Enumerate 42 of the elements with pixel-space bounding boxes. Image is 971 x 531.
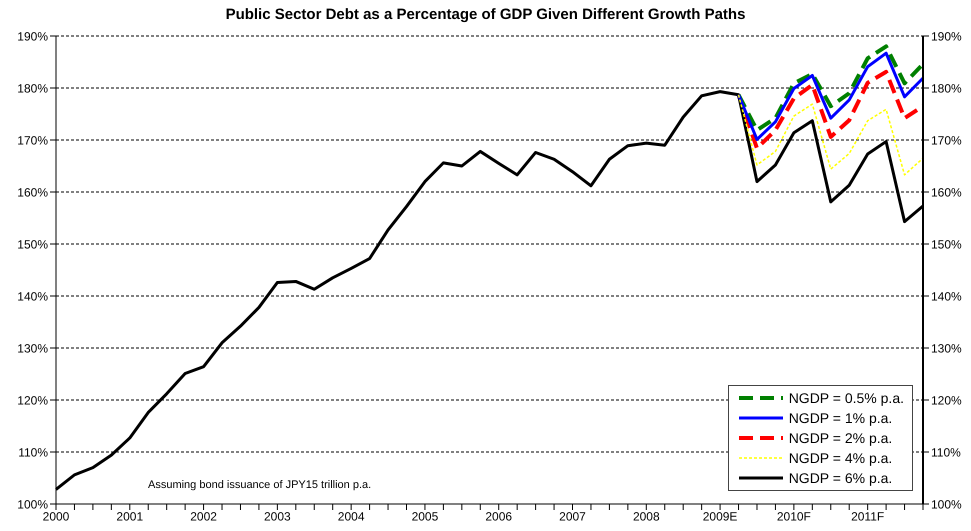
y2-tick-label: 140% <box>931 289 962 304</box>
legend-label: NGDP = 6% p.a. <box>788 469 892 488</box>
x-tick-label: 2001 <box>116 510 144 524</box>
x-tick-label: 2011F <box>851 510 884 524</box>
y2-tick-label: 110% <box>931 445 962 460</box>
y-tick-label: 110% <box>18 445 48 460</box>
y-tick-label: 140% <box>17 289 48 304</box>
x-tick-label: 2008 <box>632 510 660 524</box>
line-series <box>738 94 924 176</box>
line-series <box>736 44 925 132</box>
legend-label: NGDP = 4% p.a. <box>788 449 892 468</box>
x-tick-label: 2007 <box>559 510 586 524</box>
y2-tick-label: 170% <box>931 133 962 148</box>
legend-label: NGDP = 2% p.a. <box>788 429 892 448</box>
legend-label: NGDP = 1% p.a. <box>788 409 892 428</box>
y-tick-label: 180% <box>17 81 48 96</box>
y2-tick-label: 190% <box>931 29 962 44</box>
x-tick-label: 2004 <box>338 510 365 524</box>
chart-title: Public Sector Debt as a Percentage of GDP Given Different Growth Paths <box>224 6 746 23</box>
x-tick-label: 2009E <box>702 510 738 524</box>
y-tick-label: 120% <box>17 393 48 408</box>
y2-tick-label: 100% <box>931 497 962 512</box>
x-tick-label: 2006 <box>485 510 512 524</box>
legend-label: NGDP = 0.5% p.a. <box>788 389 904 408</box>
x-tick-label: 2005 <box>412 510 439 524</box>
y-tick-label: 150% <box>17 237 48 252</box>
y2-tick-label: 180% <box>931 81 962 96</box>
x-tick-label: 2002 <box>190 510 218 524</box>
y2-tick-label: 150% <box>931 237 962 252</box>
y-tick-label: 160% <box>17 185 48 200</box>
y2-tick-label: 120% <box>931 393 962 408</box>
y-tick-label: 170% <box>17 133 48 148</box>
x-tick-label: 2003 <box>264 510 292 524</box>
y2-tick-label: 160% <box>931 185 962 200</box>
y2-tick-label: 130% <box>931 341 962 356</box>
y-tick-label: 190% <box>17 29 48 44</box>
y-tick-label: 130% <box>17 341 48 356</box>
annotation: Assuming bond issuance of JPY15 trillion p.a. <box>148 479 372 491</box>
y-tick-label: 100% <box>17 497 48 512</box>
x-tick-label: 2010F <box>776 510 811 524</box>
x-tick-label: 2000 <box>42 510 70 524</box>
line-series <box>737 52 924 141</box>
